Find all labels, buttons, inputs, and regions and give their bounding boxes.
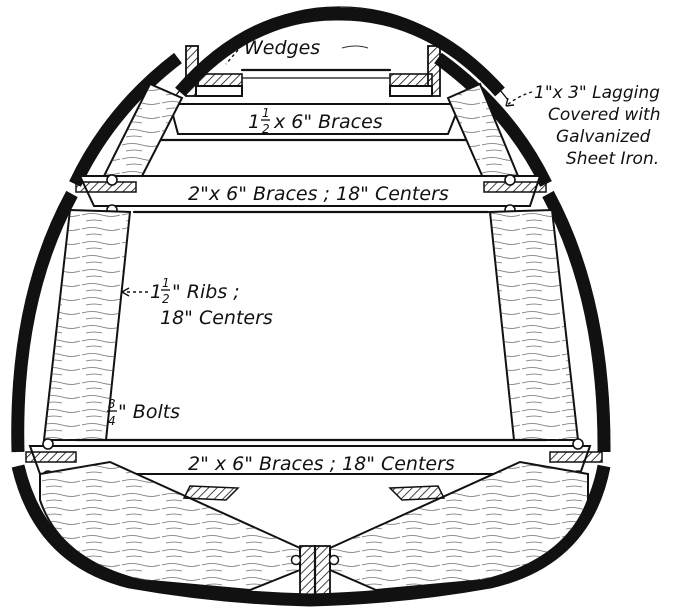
top-braces-label: 1 1 2 x 6" Braces: [248, 106, 383, 136]
left-side-shell: [11, 190, 78, 453]
svg-text:2: 2: [262, 122, 270, 136]
svg-text:1: 1: [162, 276, 170, 290]
middle-brace: [78, 175, 542, 214]
mid-braces-label: 2"x 6" Braces ; 18" Centers: [188, 183, 449, 205]
invert-right-strut: [329, 460, 589, 592]
upper-left-rib: [102, 82, 184, 182]
svg-text:4: 4: [108, 414, 116, 428]
invert-left-strut: [39, 460, 301, 592]
bottom-braces-label: 2" x 6" Braces ; 18" Centers: [188, 453, 455, 475]
svg-text:2: 2: [162, 292, 170, 306]
svg-text:3: 3: [108, 397, 116, 411]
svg-text:1: 1: [248, 111, 260, 133]
top-brace: [158, 103, 470, 142]
svg-text:Galvanized: Galvanized: [556, 127, 651, 147]
right-upper-shell: [434, 52, 552, 187]
crown-frame: [185, 45, 441, 97]
left-upper-shell: [69, 52, 182, 187]
svg-text:1: 1: [262, 106, 270, 120]
svg-text:1: 1: [150, 281, 162, 303]
invert-blocks: [182, 485, 446, 501]
top-shell-segment: [171, 6, 509, 101]
ribs-label: 1 1 2 " Ribs ; 18" Centers: [150, 276, 273, 329]
left-side-rib: [42, 208, 132, 441]
ribs-leader: [121, 287, 148, 297]
svg-text:x 6" Braces: x 6" Braces: [273, 111, 383, 133]
svg-text:Covered with: Covered with: [548, 105, 661, 125]
svg-text:1"x 3" Lagging: 1"x 3" Lagging: [534, 83, 660, 103]
svg-text:18" Centers: 18" Centers: [160, 307, 273, 329]
lagging-label: 1"x 3" Lagging Covered with Galvanized S…: [534, 83, 661, 169]
center-keel: [290, 544, 340, 600]
right-side-shell: [542, 190, 611, 453]
mid-joint-plates: [75, 174, 547, 216]
lagging-leader: [505, 91, 533, 107]
bolts-label: 3 4 " Bolts: [107, 397, 180, 428]
svg-text:Sheet Iron.: Sheet Iron.: [566, 149, 659, 169]
bottom-shell: [11, 464, 611, 607]
svg-text:" Ribs ;: " Ribs ;: [172, 281, 240, 303]
svg-text:" Bolts: " Bolts: [118, 401, 180, 423]
wedges-label: Wedges: [244, 37, 320, 59]
right-side-rib: [488, 208, 580, 441]
